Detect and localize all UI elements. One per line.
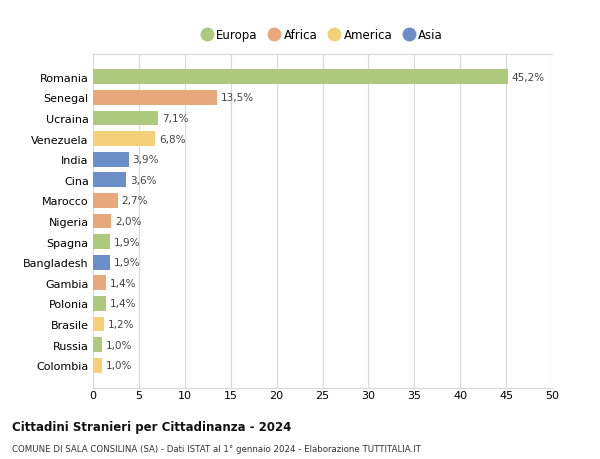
Text: 1,9%: 1,9%	[114, 257, 140, 268]
Bar	[93, 358, 102, 373]
Text: 3,6%: 3,6%	[130, 175, 156, 185]
Text: COMUNE DI SALA CONSILINA (SA) - Dati ISTAT al 1° gennaio 2024 - Elaborazione TUT: COMUNE DI SALA CONSILINA (SA) - Dati IST…	[12, 444, 421, 453]
Text: 1,2%: 1,2%	[107, 319, 134, 329]
Text: 45,2%: 45,2%	[512, 73, 545, 83]
Bar	[93, 152, 129, 167]
Bar	[93, 296, 106, 311]
Bar	[93, 317, 104, 331]
Text: 2,0%: 2,0%	[115, 217, 142, 226]
Text: 7,1%: 7,1%	[162, 114, 188, 123]
Text: 1,0%: 1,0%	[106, 360, 132, 370]
Text: 1,0%: 1,0%	[106, 340, 132, 350]
Bar	[93, 70, 508, 85]
Bar	[93, 235, 110, 249]
Bar	[93, 255, 110, 270]
Text: 1,4%: 1,4%	[110, 299, 136, 308]
Bar	[93, 132, 155, 147]
Legend: Europa, Africa, America, Asia: Europa, Africa, America, Asia	[197, 24, 448, 47]
Text: 3,9%: 3,9%	[133, 155, 159, 165]
Text: 1,4%: 1,4%	[110, 278, 136, 288]
Bar	[93, 91, 217, 106]
Bar	[93, 214, 112, 229]
Bar	[93, 112, 158, 126]
Bar	[93, 194, 118, 208]
Text: 6,8%: 6,8%	[159, 134, 185, 144]
Bar	[93, 337, 102, 352]
Bar	[93, 173, 126, 188]
Text: Cittadini Stranieri per Cittadinanza - 2024: Cittadini Stranieri per Cittadinanza - 2…	[12, 420, 292, 434]
Text: 2,7%: 2,7%	[121, 196, 148, 206]
Bar	[93, 276, 106, 291]
Text: 13,5%: 13,5%	[221, 93, 254, 103]
Text: 1,9%: 1,9%	[114, 237, 140, 247]
